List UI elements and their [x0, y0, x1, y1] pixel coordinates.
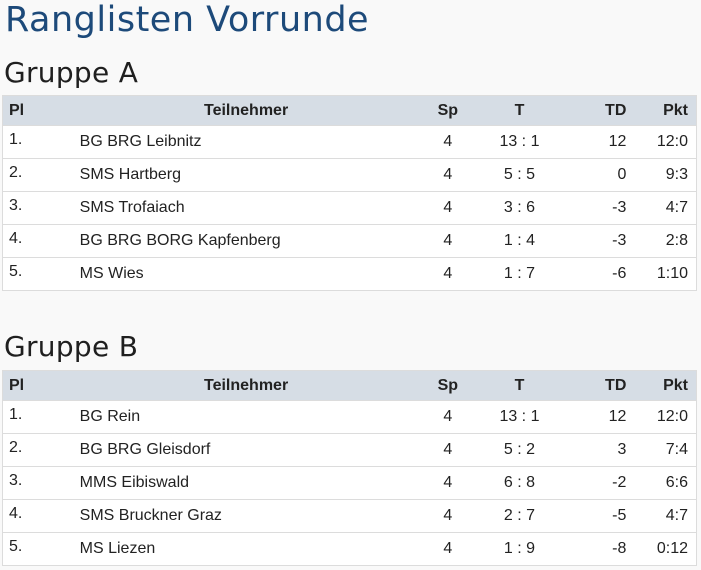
column-header-sp[interactable]: Sp	[412, 96, 484, 126]
games-cell: 4	[412, 191, 484, 225]
goal-diff-cell: -3	[555, 191, 627, 225]
table-row: 4. BG BRG BORG Kapfenberg 4 1 : 4 -3 2:8	[3, 224, 696, 258]
rank-cell: 4.	[3, 224, 80, 258]
goals-cell: 1 : 7	[483, 257, 556, 290]
team-name-cell: BG BRG BORG Kapfenberg	[79, 224, 413, 258]
goals-cell: 6 : 8	[483, 466, 556, 500]
goal-diff-cell: -3	[555, 224, 627, 258]
games-cell: 4	[412, 532, 484, 565]
points-cell: 0:12	[626, 532, 696, 565]
group-b-title: Gruppe B	[4, 330, 139, 363]
games-cell: 4	[412, 158, 484, 192]
rank-cell: 2.	[3, 158, 80, 192]
rank-cell: 3.	[3, 191, 80, 225]
page-title: Ranglisten Vorrunde	[5, 0, 370, 40]
table-header-row: Pl Teilnehmer Sp T TD Pkt	[3, 96, 696, 126]
column-header-pl[interactable]: Pl	[3, 371, 80, 401]
goal-diff-cell: 12	[555, 400, 627, 434]
games-cell: 4	[412, 125, 484, 159]
goals-cell: 1 : 4	[483, 224, 556, 258]
table-row: 4. SMS Bruckner Graz 4 2 : 7 -5 4:7	[3, 499, 696, 533]
table-row: 2. BG BRG Gleisdorf 4 5 : 2 3 7:4	[3, 433, 696, 467]
goals-cell: 5 : 2	[483, 433, 556, 467]
points-cell: 12:0	[626, 400, 696, 434]
games-cell: 4	[412, 400, 484, 434]
points-cell: 4:7	[626, 191, 696, 225]
points-cell: 9:3	[626, 158, 696, 192]
rank-cell: 5.	[3, 257, 80, 290]
goals-cell: 1 : 9	[483, 532, 556, 565]
column-header-pkt[interactable]: Pkt	[626, 96, 696, 126]
rank-cell: 4.	[3, 499, 80, 533]
team-name-cell: BG Rein	[79, 400, 413, 434]
column-header-pl[interactable]: Pl	[3, 96, 80, 126]
table-row: 2. SMS Hartberg 4 5 : 5 0 9:3	[3, 158, 696, 192]
table-row: 1. BG BRG Leibnitz 4 13 : 1 12 12:0	[3, 125, 696, 159]
column-header-t[interactable]: T	[483, 371, 556, 401]
goals-cell: 5 : 5	[483, 158, 556, 192]
goal-diff-cell: 0	[555, 158, 627, 192]
table-row: 5. MS Wies 4 1 : 7 -6 1:10	[3, 257, 696, 290]
team-name-cell: MS Wies	[79, 257, 413, 290]
table-row: 3. MMS Eibiswald 4 6 : 8 -2 6:6	[3, 466, 696, 500]
team-name-cell: MMS Eibiswald	[79, 466, 413, 500]
rank-cell: 1.	[3, 400, 80, 434]
table-row: 3. SMS Trofaiach 4 3 : 6 -3 4:7	[3, 191, 696, 225]
games-cell: 4	[412, 499, 484, 533]
column-header-t[interactable]: T	[483, 96, 556, 126]
group-b-standings-table: Pl Teilnehmer Sp T TD Pkt 1. BG Rein 4 1…	[3, 371, 696, 565]
goal-diff-cell: -2	[555, 466, 627, 500]
rank-cell: 1.	[3, 125, 80, 159]
goal-diff-cell: -5	[555, 499, 627, 533]
rank-cell: 2.	[3, 433, 80, 467]
rank-cell: 3.	[3, 466, 80, 500]
games-cell: 4	[412, 224, 484, 258]
column-header-td[interactable]: TD	[555, 96, 627, 126]
goals-cell: 3 : 6	[483, 191, 556, 225]
team-name-cell: MS Liezen	[79, 532, 413, 565]
rank-cell: 5.	[3, 532, 80, 565]
team-name-cell: BG BRG Leibnitz	[79, 125, 413, 159]
points-cell: 4:7	[626, 499, 696, 533]
team-name-cell: SMS Hartberg	[79, 158, 413, 192]
goal-diff-cell: -8	[555, 532, 627, 565]
group-a-title: Gruppe A	[4, 56, 139, 89]
column-header-pkt[interactable]: Pkt	[626, 371, 696, 401]
group-a-standings-table: Pl Teilnehmer Sp T TD Pkt 1. BG BRG Leib…	[3, 96, 696, 290]
goals-cell: 13 : 1	[483, 400, 556, 434]
points-cell: 1:10	[626, 257, 696, 290]
team-name-cell: BG BRG Gleisdorf	[79, 433, 413, 467]
points-cell: 12:0	[626, 125, 696, 159]
games-cell: 4	[412, 257, 484, 290]
table-row: 5. MS Liezen 4 1 : 9 -8 0:12	[3, 532, 696, 565]
goals-cell: 2 : 7	[483, 499, 556, 533]
team-name-cell: SMS Bruckner Graz	[79, 499, 413, 533]
table-header-row: Pl Teilnehmer Sp T TD Pkt	[3, 371, 696, 401]
column-header-teilnehmer[interactable]: Teilnehmer	[79, 96, 413, 126]
column-header-td[interactable]: TD	[555, 371, 627, 401]
team-name-cell: SMS Trofaiach	[79, 191, 413, 225]
points-cell: 6:6	[626, 466, 696, 500]
points-cell: 7:4	[626, 433, 696, 467]
goal-diff-cell: -6	[555, 257, 627, 290]
games-cell: 4	[412, 466, 484, 500]
column-header-sp[interactable]: Sp	[412, 371, 484, 401]
goal-diff-cell: 12	[555, 125, 627, 159]
points-cell: 2:8	[626, 224, 696, 258]
column-header-teilnehmer[interactable]: Teilnehmer	[79, 371, 413, 401]
games-cell: 4	[412, 433, 484, 467]
table-row: 1. BG Rein 4 13 : 1 12 12:0	[3, 400, 696, 434]
goal-diff-cell: 3	[555, 433, 627, 467]
goals-cell: 13 : 1	[483, 125, 556, 159]
